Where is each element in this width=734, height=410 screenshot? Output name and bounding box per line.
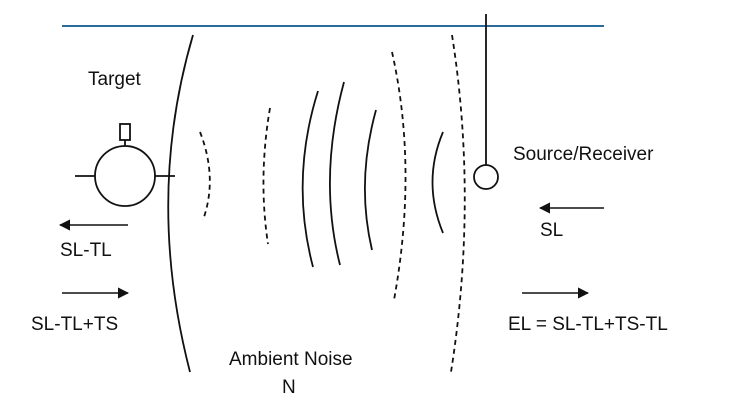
target-icon [75, 123, 175, 207]
wavefront-near-source [431, 131, 444, 234]
noise-symbol-label: N [282, 377, 296, 398]
sl-label: SL [540, 220, 563, 241]
ambient-noise-label: Ambient Noise [229, 349, 353, 370]
sl-tl-ts-label: SL-TL+TS [31, 314, 118, 335]
sl-tl-label: SL-TL [60, 240, 112, 261]
wavefront-echo-left [262, 107, 271, 245]
el-equation-label: EL = SL-TL+TS-TL [508, 314, 668, 335]
wavefront-mid-3 [364, 109, 377, 251]
wavefront-outer-left [167, 34, 194, 373]
wavefront-mid-2 [329, 81, 345, 266]
wavefront-mid-1 [301, 90, 319, 268]
wavefront-echo-outer-right [450, 34, 466, 373]
source-receiver-label: Source/Receiver [513, 144, 654, 165]
wavefront-echo-small [199, 131, 211, 221]
wavefronts [167, 34, 466, 373]
source-receiver-icon [473, 164, 499, 190]
target-label: Target [88, 69, 142, 90]
wavefront-echo-right [391, 51, 407, 301]
